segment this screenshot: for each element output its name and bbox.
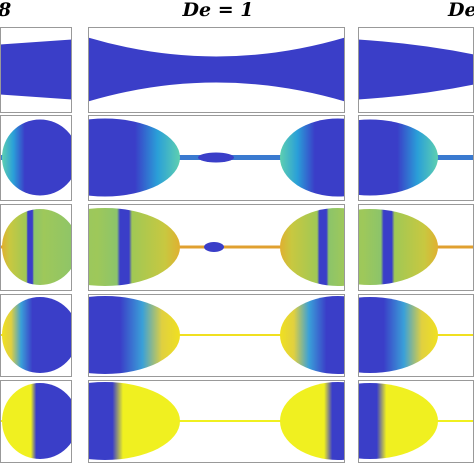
panel-frame <box>0 380 72 463</box>
panel-frame <box>88 27 345 113</box>
panel-frame <box>88 204 345 291</box>
satellite <box>204 242 224 252</box>
drop <box>280 208 345 286</box>
drop <box>2 297 72 373</box>
panel-frame <box>0 294 72 377</box>
drop <box>88 382 180 460</box>
column-header: De = 1 <box>182 0 254 21</box>
column-header: 8 <box>0 0 11 21</box>
drop <box>88 208 180 286</box>
panel-column <box>358 39 474 459</box>
drop <box>280 296 345 374</box>
panel-frame <box>88 115 345 201</box>
drop <box>88 296 180 374</box>
panel-frame <box>0 204 72 291</box>
thread <box>150 420 300 422</box>
thread <box>150 334 300 336</box>
drop <box>2 119 72 196</box>
fluid-band <box>358 39 474 100</box>
thread <box>420 155 474 160</box>
panel-column <box>88 37 345 460</box>
satellite <box>198 152 234 163</box>
column-header: De <box>447 0 474 21</box>
thread <box>420 420 474 422</box>
drop <box>358 119 438 196</box>
drop <box>358 297 438 373</box>
drop <box>358 383 438 459</box>
drop <box>2 209 72 285</box>
thread <box>420 245 474 249</box>
fluid-band <box>0 39 72 100</box>
drop <box>2 383 72 459</box>
drop <box>358 209 438 285</box>
fluid-band <box>88 37 345 102</box>
drop <box>280 382 345 460</box>
panel-frame <box>0 115 72 201</box>
thread <box>150 245 300 249</box>
panel-frame <box>88 380 345 463</box>
panel-frame <box>0 27 72 113</box>
panel-frame <box>88 294 345 377</box>
drop <box>280 118 345 197</box>
drop <box>88 118 180 197</box>
thread <box>420 334 474 336</box>
panel-column <box>0 39 72 459</box>
